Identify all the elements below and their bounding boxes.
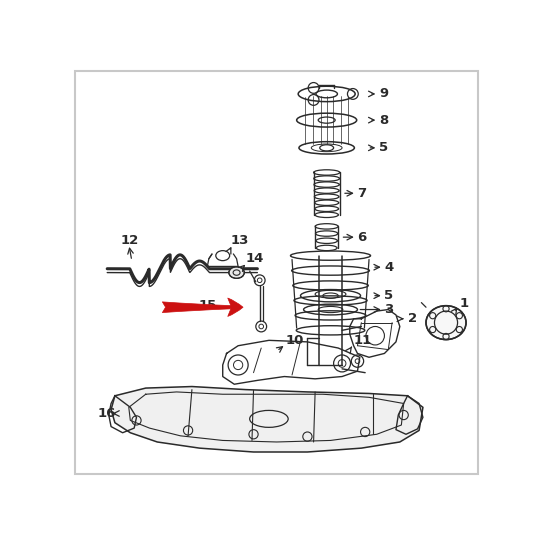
Text: 14: 14: [246, 252, 264, 265]
Text: 16: 16: [98, 407, 116, 420]
Text: 9: 9: [379, 87, 388, 100]
Ellipse shape: [426, 306, 466, 340]
Text: 8: 8: [379, 114, 388, 127]
Text: 10: 10: [286, 334, 304, 347]
Text: 2: 2: [407, 312, 417, 325]
Text: 4: 4: [384, 261, 393, 274]
Text: 12: 12: [120, 234, 139, 247]
Text: 6: 6: [357, 231, 367, 244]
Text: 7: 7: [357, 187, 367, 200]
Text: 5: 5: [384, 289, 393, 302]
Text: 1: 1: [460, 297, 469, 310]
Text: 11: 11: [354, 334, 372, 347]
Ellipse shape: [229, 267, 244, 278]
Text: 15: 15: [198, 299, 216, 312]
Text: 13: 13: [231, 234, 249, 247]
Text: 3: 3: [384, 303, 393, 316]
Text: 5: 5: [379, 141, 388, 154]
Polygon shape: [111, 386, 423, 452]
